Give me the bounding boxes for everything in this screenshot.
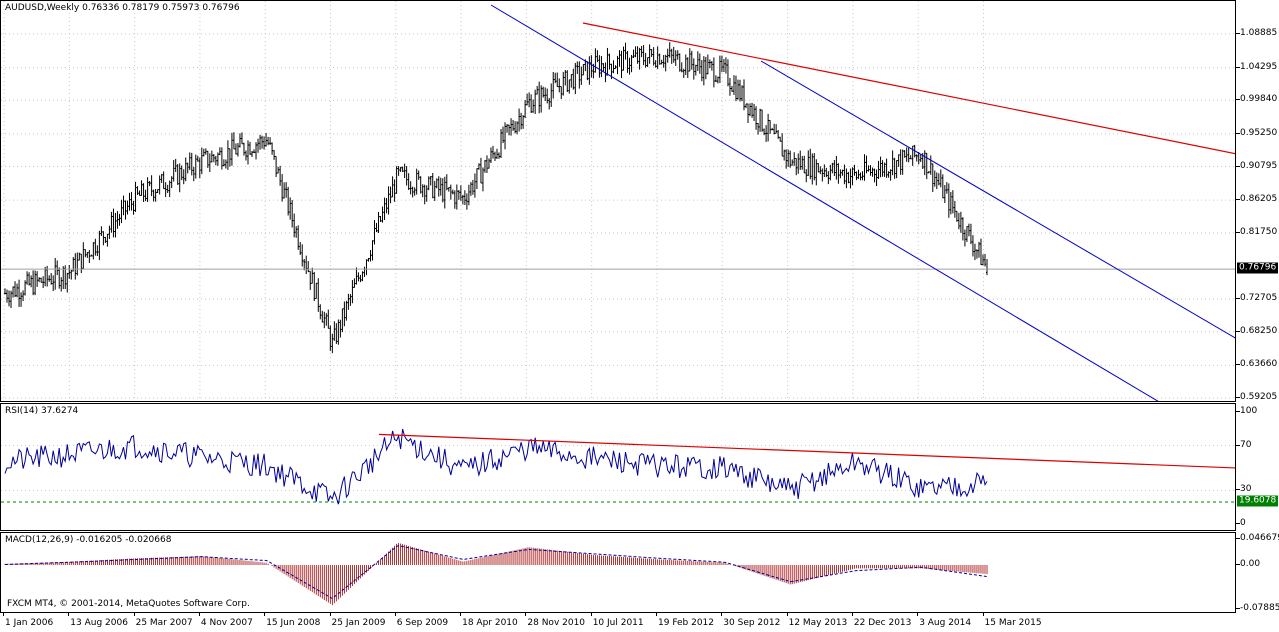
price-tick: [1236, 33, 1240, 34]
price-pane[interactable]: AUDUSD,Weekly 0.76336 0.78179 0.75973 0.…: [0, 0, 1236, 402]
rsi-title: RSI(14) 37.6274: [5, 406, 79, 416]
rsi-tick: [1236, 444, 1240, 446]
resistance-line[interactable]: [582, 22, 1236, 155]
price-scale: 1.08885 1.04295 0.99840 0.95250 0.90795 0.862…: [1236, 0, 1279, 402]
macd-tick: [1236, 564, 1240, 566]
time-tick: [851, 612, 853, 616]
time-tick: [329, 612, 331, 616]
rsi-value-badge: 19.6078: [1237, 495, 1279, 507]
rsi-pane[interactable]: RSI(14) 37.6274: [0, 403, 1236, 531]
price-label: 0.81750: [1240, 226, 1278, 237]
price-tick: [1236, 199, 1240, 201]
time-tick: [133, 612, 135, 616]
channel-upper-line[interactable]: [760, 60, 1236, 339]
macd-scale: 0.046679 0.00 -0.078852: [1236, 532, 1279, 613]
price-tick: [1236, 330, 1240, 332]
macd-pane[interactable]: MACD(12,26,9) -0.016205 -0.020668 FXCM M…: [0, 532, 1236, 613]
rsi-line: [4, 428, 988, 505]
macd-title: MACD(12,26,9) -0.016205 -0.020668: [5, 535, 172, 545]
time-label: 6 Sep 2009: [396, 618, 449, 628]
time-label: 19 Feb 2012: [658, 618, 715, 628]
channel-lower-line[interactable]: [490, 4, 1161, 402]
time-label: 22 Dec 2013: [853, 618, 912, 628]
time-label: 3 Aug 2014: [919, 618, 972, 628]
time-label: 15 Jun 2008: [266, 618, 321, 628]
rsi-trend-line[interactable]: [378, 433, 1236, 469]
price-label: 0.72705: [1240, 293, 1278, 304]
price-tick: [1236, 298, 1240, 300]
macd-tick: [1236, 538, 1240, 539]
price-label: 0.95250: [1240, 127, 1278, 138]
macd-histogram: [4, 542, 988, 606]
time-tick: [917, 612, 919, 616]
time-tick: [3, 612, 4, 616]
price-label: 0.86205: [1240, 194, 1278, 205]
time-label: 12 May 2013: [788, 618, 848, 628]
macd-level-label: 0.00: [1240, 559, 1261, 570]
time-label: 25 Jan 2009: [331, 618, 386, 628]
time-tick: [394, 612, 396, 616]
macd-level-label: 0.046679: [1240, 533, 1279, 543]
time-label: 4 Nov 2007: [200, 618, 253, 628]
price-label: 0.99840: [1240, 94, 1278, 105]
price-label: 1.04295: [1240, 61, 1278, 72]
rsi-level-label: 0: [1240, 518, 1246, 528]
time-tick: [786, 612, 788, 616]
rsi-level-label: 30: [1240, 484, 1252, 495]
rsi-level-label: 70: [1240, 439, 1252, 450]
time-tick: [525, 612, 527, 616]
time-tick: [264, 612, 266, 616]
time-tick: [590, 612, 592, 616]
time-label: 28 Nov 2010: [527, 618, 586, 628]
candles: [4, 42, 988, 354]
rsi-chart: [1, 428, 1236, 505]
macd-signal-line: [4, 545, 988, 600]
rsi-tick: [1236, 489, 1240, 491]
time-label: 1 Jan 2006: [5, 618, 54, 628]
time-label: 18 Apr 2010: [462, 618, 518, 628]
macd-chart: [4, 542, 988, 606]
price-tick: [1236, 66, 1240, 68]
macd-level-label: -0.078852: [1240, 603, 1279, 613]
rsi-level-label: 100: [1240, 406, 1258, 416]
time-label: 10 Jul 2011: [592, 618, 644, 628]
time-tick: [982, 612, 984, 616]
price-tick: [1236, 132, 1240, 134]
price-tick: [1236, 99, 1240, 101]
time-label: 15 Mar 2015: [984, 618, 1042, 628]
price-label: 1.08885: [1240, 28, 1278, 38]
price-tick: [1236, 231, 1240, 233]
time-tick: [460, 612, 462, 616]
time-tick: [721, 612, 723, 616]
price-tick: [1236, 397, 1240, 398]
current-price-badge: 0.76796: [1237, 262, 1279, 274]
rsi-tick: [1236, 411, 1240, 412]
time-tick: [198, 612, 200, 616]
price-label: 0.59205: [1240, 392, 1278, 402]
price-tick: [1236, 165, 1240, 167]
time-label: 13 Aug 2006: [70, 618, 128, 628]
price-title: AUDUSD,Weekly 0.76336 0.78179 0.75973 0.…: [5, 3, 240, 13]
copyright-text: FXCM MT4, © 2001-2014, MetaQuotes Softwa…: [7, 599, 250, 609]
time-label: 25 Mar 2007: [135, 618, 193, 628]
time-tick: [68, 612, 70, 616]
price-tick: [1236, 364, 1240, 366]
macd-tick: [1236, 608, 1240, 609]
rsi-tick: [1236, 523, 1240, 524]
time-label: 30 Sep 2012: [723, 618, 781, 628]
price-label: 0.68250: [1240, 325, 1278, 336]
price-chart: [1, 1, 1236, 402]
price-label: 0.63660: [1240, 359, 1278, 370]
rsi-scale: 100 70 30 0 19.6078: [1236, 403, 1279, 531]
price-label: 0.90795: [1240, 160, 1278, 171]
time-tick: [656, 612, 657, 616]
